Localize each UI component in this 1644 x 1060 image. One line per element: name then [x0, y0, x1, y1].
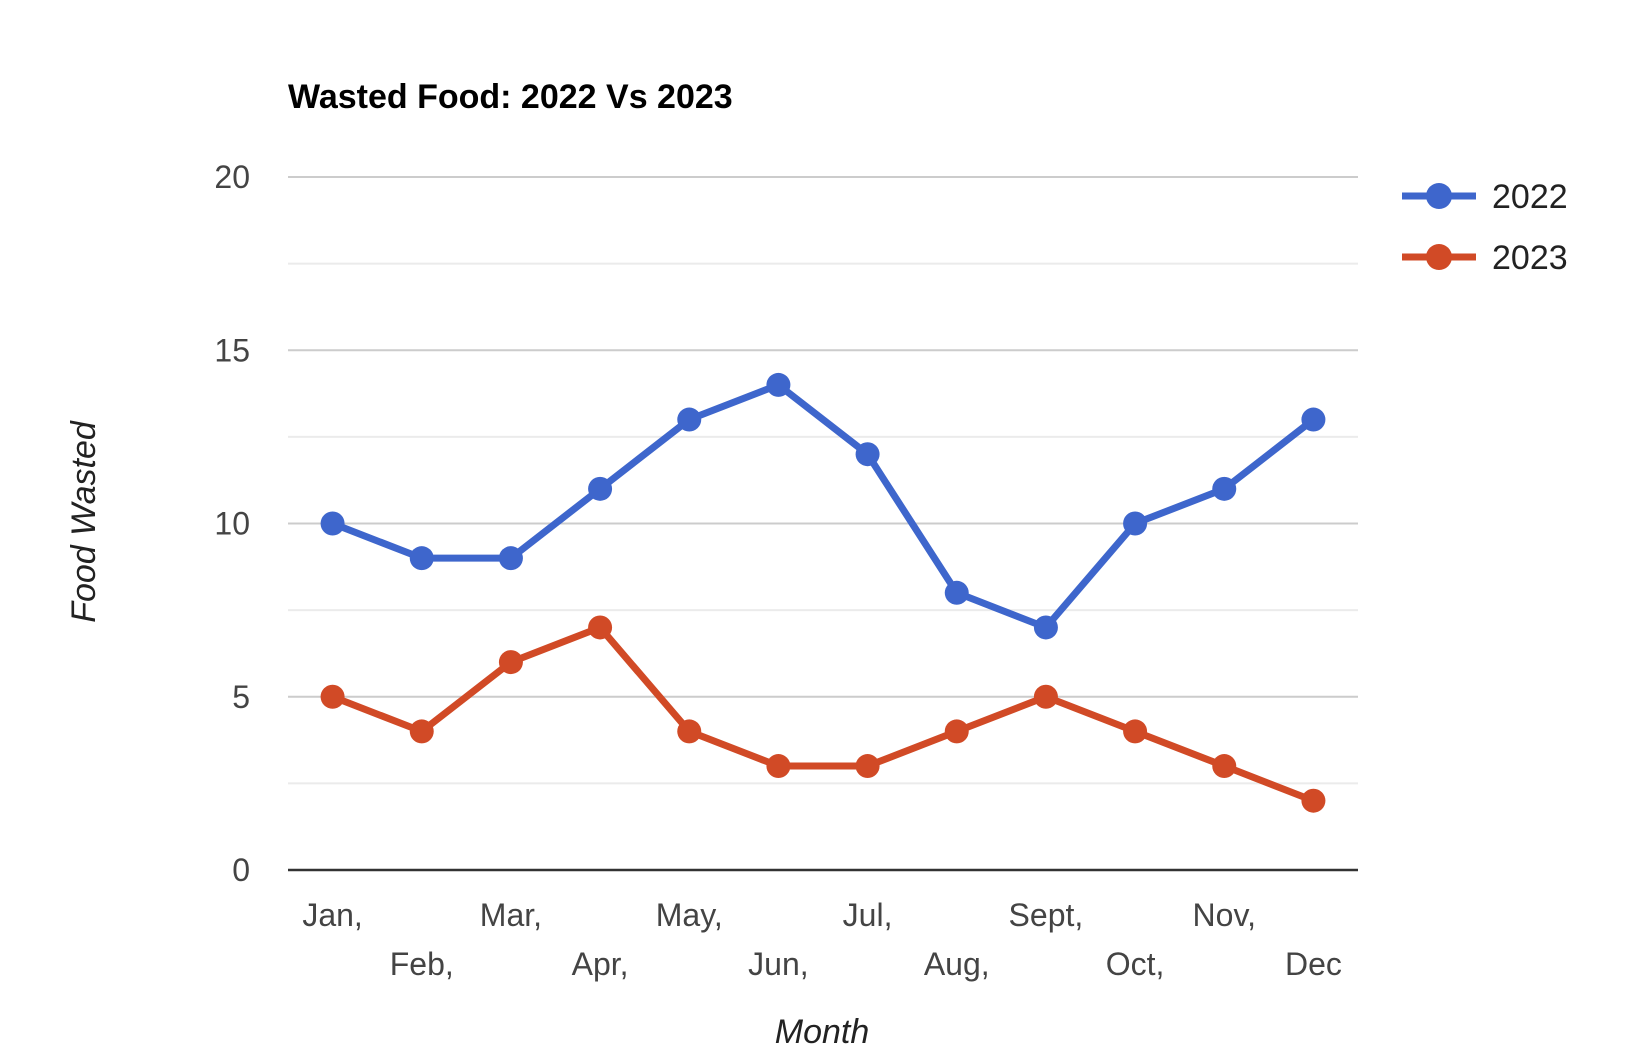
x-tick-label: Apr,: [572, 946, 629, 982]
y-tick-label: 20: [214, 159, 250, 195]
x-tick-label: Oct,: [1106, 946, 1165, 982]
data-point: [766, 372, 791, 397]
y-tick-label: 15: [214, 332, 250, 368]
x-tick-label: Feb,: [390, 946, 454, 982]
x-tick-label: Jul,: [843, 897, 893, 933]
series-line: [329, 381, 1317, 631]
series-line: [329, 623, 1317, 805]
data-point: [1123, 511, 1148, 536]
data-point: [1212, 476, 1237, 501]
x-tick-label: May,: [656, 897, 723, 933]
legend-label: 2022: [1492, 178, 1568, 216]
data-point: [409, 719, 434, 744]
data-point: [588, 476, 613, 501]
x-axis-title: Month: [775, 1013, 870, 1051]
data-point: [1033, 684, 1058, 709]
x-tick-label: Aug,: [924, 946, 990, 982]
data-point: [409, 546, 434, 571]
data-point: [855, 754, 880, 779]
data-point: [677, 719, 702, 744]
data-point: [1212, 754, 1237, 779]
data-point: [1301, 407, 1326, 432]
y-tick-label: 0: [232, 852, 250, 888]
data-point: [944, 580, 969, 605]
data-point: [766, 754, 791, 779]
legend-item: 2022: [1402, 178, 1568, 216]
legend-swatch-marker: [1426, 244, 1452, 270]
x-axis-ticks: Jan, Feb, Mar, Apr, May, Jun, Jul, Aug, Sept, Oct…: [302, 897, 1342, 982]
x-tick-label: Nov,: [1193, 897, 1256, 933]
legend: 2022 2023: [1402, 178, 1568, 277]
data-point: [677, 407, 702, 432]
data-point: [944, 719, 969, 744]
data-point: [1033, 615, 1058, 640]
y-tick-label: 5: [232, 679, 250, 715]
x-tick-label: Jan,: [302, 897, 362, 933]
series-2022: [320, 372, 1326, 640]
legend-item: 2023: [1402, 239, 1568, 277]
legend-label: 2023: [1492, 239, 1568, 277]
data-point: [1123, 719, 1148, 744]
x-tick-label: Dec: [1285, 946, 1342, 982]
data-point: [1301, 788, 1326, 813]
data-point: [320, 511, 345, 536]
series-2023: [320, 615, 1326, 813]
series-lines: [320, 372, 1326, 813]
data-point: [498, 546, 523, 571]
y-axis-ticks: 0 5 10 15 20: [214, 159, 250, 888]
data-point: [588, 615, 613, 640]
x-tick-label: Mar,: [480, 897, 542, 933]
chart-title: Wasted Food: 2022 Vs 2023: [288, 78, 733, 116]
x-tick-label: Sept,: [1009, 897, 1084, 933]
legend-swatch-marker: [1426, 183, 1452, 209]
data-point: [498, 650, 523, 675]
y-axis-title: Food Wasted: [65, 420, 103, 623]
data-point: [855, 442, 880, 467]
data-point: [320, 684, 345, 709]
y-tick-label: 10: [214, 506, 250, 542]
x-tick-label: Jun,: [748, 946, 808, 982]
